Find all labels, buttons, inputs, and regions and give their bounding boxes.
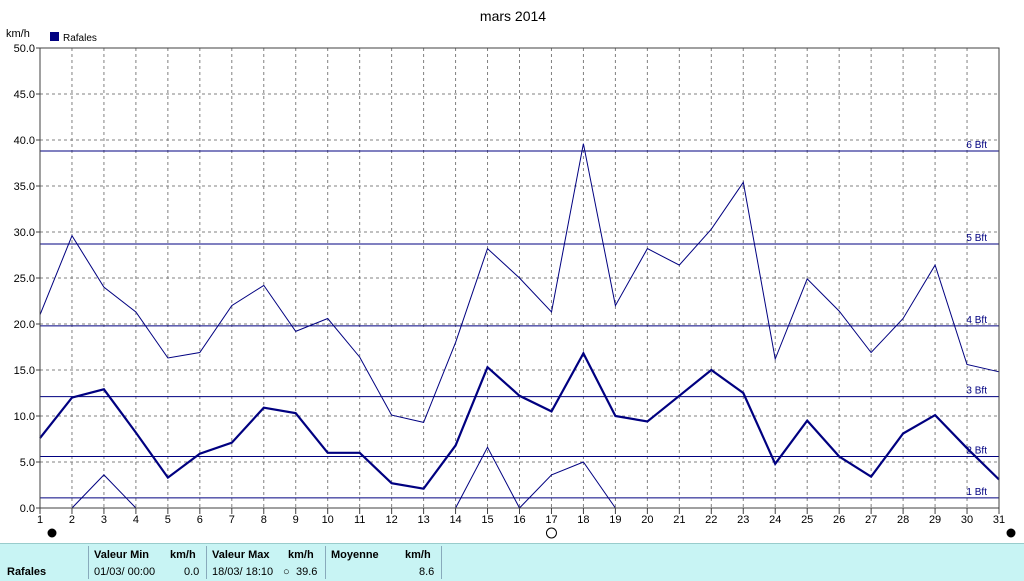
stats-mean-value: 8.6 xyxy=(419,566,435,578)
x-tick-label: 12 xyxy=(386,514,398,526)
x-tick-label: 2 xyxy=(69,514,75,526)
x-tick-label: 10 xyxy=(322,514,334,526)
statistics-bar: Rafales Valeur Min km/h 01/03/ 00:00 0.0… xyxy=(0,543,1024,581)
x-tick-label: 24 xyxy=(769,514,781,526)
x-tick-label: 7 xyxy=(229,514,235,526)
y-tick-label: 0.0 xyxy=(20,503,35,515)
x-tick-label: 13 xyxy=(417,514,429,526)
x-tick-label: 25 xyxy=(801,514,813,526)
y-tick-label: 20.0 xyxy=(14,319,35,331)
x-tick-label: 8 xyxy=(261,514,267,526)
y-tick-label: 10.0 xyxy=(14,411,35,423)
x-tick-label: 27 xyxy=(865,514,877,526)
x-tick-label: 11 xyxy=(354,514,365,526)
new-moon-icon xyxy=(47,528,57,538)
stats-max-value: 39.6 xyxy=(296,566,318,578)
new-moon-icon xyxy=(1006,528,1016,538)
x-axis-ticks: 1 2 3 4 5 6 7 8 9 10 11 12 13 14 15 16 17 18 19 20 21 22 23 24 2… xyxy=(37,508,1005,526)
stats-mean-unit: km/h xyxy=(405,549,431,561)
y-axis-unit-label: km/h xyxy=(6,28,30,40)
x-tick-label: 6 xyxy=(197,514,203,526)
y-tick-label: 30.0 xyxy=(14,227,35,239)
y-axis-ticks: 0.0 5.0 10.0 15.0 20.0 25.0 30.0 35.0 40.0 45.0 50… xyxy=(14,43,40,515)
x-tick-label: 16 xyxy=(513,514,525,526)
stats-row-label: Rafales xyxy=(7,566,47,578)
stats-min-header: Valeur Min xyxy=(94,549,150,561)
x-tick-label: 18 xyxy=(577,514,589,526)
x-tick-label: 22 xyxy=(705,514,717,526)
moon-phase-markers xyxy=(47,527,1016,539)
beaufort-label: 1 Bft xyxy=(966,487,987,498)
beaufort-label: 3 Bft xyxy=(966,386,987,397)
stats-divider xyxy=(88,546,89,579)
wind-gust-chart: mars 2014 km/h Rafales 1 Bft 2 Bft 3 Bft 4 … xyxy=(6,8,1016,539)
x-tick-label: 9 xyxy=(293,514,299,526)
grid-lines xyxy=(40,47,999,509)
stats-max-header: Valeur Max xyxy=(212,549,270,561)
x-tick-label: 14 xyxy=(449,514,461,526)
stats-divider xyxy=(206,546,207,579)
x-tick-label: 23 xyxy=(737,514,749,526)
x-tick-label: 1 xyxy=(37,514,43,526)
x-tick-label: 4 xyxy=(133,514,139,526)
chart-title: mars 2014 xyxy=(480,8,546,24)
full-moon-icon xyxy=(545,527,557,539)
y-tick-label: 40.0 xyxy=(14,135,35,147)
beaufort-label: 4 Bft xyxy=(966,315,987,326)
stats-min-value: 0.0 xyxy=(184,566,200,578)
x-tick-label: 19 xyxy=(609,514,621,526)
legend-swatch-rafales xyxy=(50,32,59,41)
legend-label-rafales: Rafales xyxy=(63,33,97,44)
x-tick-label: 5 xyxy=(165,514,171,526)
beaufort-label: 2 Bft xyxy=(966,445,987,456)
stats-max-unit: km/h xyxy=(288,549,314,561)
stats-mean-header: Moyenne xyxy=(331,549,379,561)
x-tick-label: 31 xyxy=(993,514,1005,526)
stats-divider xyxy=(441,546,442,579)
x-tick-label: 17 xyxy=(545,514,557,526)
x-tick-label: 30 xyxy=(961,514,973,526)
stats-divider xyxy=(325,546,326,579)
x-tick-label: 29 xyxy=(929,514,941,526)
y-tick-label: 35.0 xyxy=(14,181,35,193)
y-tick-label: 50.0 xyxy=(14,43,35,55)
y-tick-label: 5.0 xyxy=(20,457,35,469)
beaufort-label: 6 Bft xyxy=(966,140,987,151)
series-line-min xyxy=(455,446,616,509)
y-tick-label: 45.0 xyxy=(14,89,35,101)
x-tick-label: 26 xyxy=(833,514,845,526)
series-line-max xyxy=(39,143,1000,423)
y-tick-label: 15.0 xyxy=(14,365,35,377)
x-tick-label: 3 xyxy=(101,514,107,526)
x-tick-label: 21 xyxy=(673,514,685,526)
stats-min-when: 01/03/ 00:00 xyxy=(94,566,156,578)
x-tick-label: 28 xyxy=(897,514,909,526)
stats-min-unit: km/h xyxy=(170,549,196,561)
series-line-mean xyxy=(39,351,1000,490)
x-tick-label: 20 xyxy=(641,514,653,526)
beaufort-label: 5 Bft xyxy=(966,233,987,244)
stats-max-when: 18/03/ 18:10 xyxy=(212,566,274,578)
x-tick-label: 15 xyxy=(481,514,493,526)
y-tick-label: 25.0 xyxy=(14,273,35,285)
series-line-min xyxy=(71,474,137,509)
series-lines xyxy=(39,143,1000,509)
full-moon-icon: ○ xyxy=(283,566,290,578)
